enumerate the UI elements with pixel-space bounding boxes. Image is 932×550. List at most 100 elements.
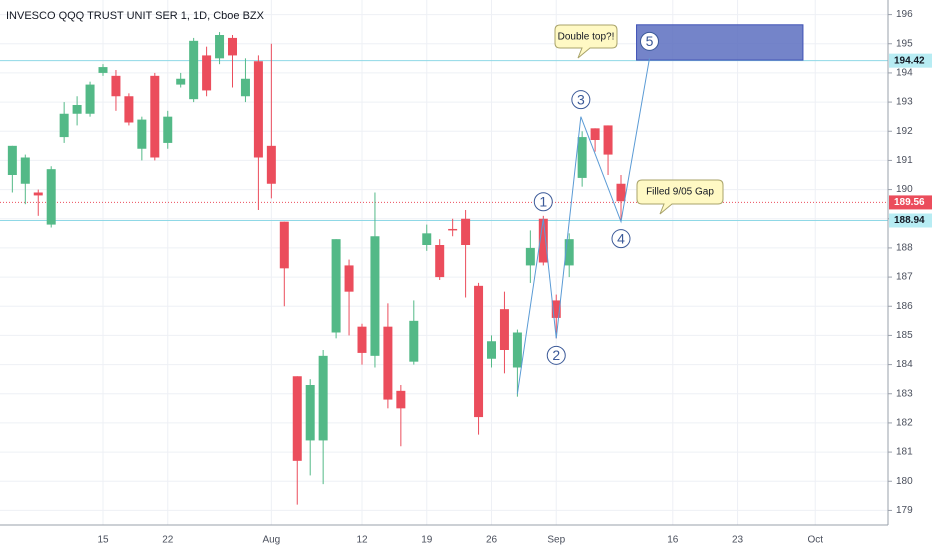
y-tick-label: 179 xyxy=(896,505,913,516)
candle-body xyxy=(461,218,471,245)
candle-body xyxy=(590,128,600,140)
candle-body xyxy=(292,376,302,461)
candle-body xyxy=(228,37,237,56)
candle-body xyxy=(603,125,613,155)
price-label: 194.42 xyxy=(894,55,925,66)
y-tick-label: 192 xyxy=(896,126,913,137)
y-tick-label: 184 xyxy=(896,359,913,370)
callout-text: Double top?! xyxy=(558,32,615,43)
callout-bubble xyxy=(554,24,618,59)
chart-title: INVESCO QQQ TRUST UNIT SER 1, 1D, Cboe B… xyxy=(6,10,265,22)
x-tick-label: Sep xyxy=(547,535,565,546)
target-box xyxy=(636,24,804,61)
candle-body xyxy=(331,239,341,333)
y-tick-label: 183 xyxy=(896,388,913,399)
x-tick-label: 15 xyxy=(97,535,109,546)
candle-body xyxy=(409,320,419,362)
x-tick-label: 26 xyxy=(486,535,498,546)
candle-body xyxy=(435,245,445,278)
candle-body xyxy=(396,390,406,409)
y-tick-label: 185 xyxy=(896,330,913,341)
candle-body xyxy=(124,96,134,123)
callout: Filled 9/05 Gap xyxy=(636,179,724,215)
x-tick-label: Aug xyxy=(262,535,280,546)
candle-body xyxy=(46,169,56,225)
x-tick-label: Oct xyxy=(807,535,823,546)
y-tick-label: 187 xyxy=(896,272,913,283)
y-tick-label: 182 xyxy=(896,418,913,429)
candle-body xyxy=(474,285,484,418)
candle-body xyxy=(564,239,574,266)
wave-label: 2 xyxy=(552,347,560,363)
candle-body xyxy=(305,385,315,441)
candle-body xyxy=(150,75,160,158)
wave-label: 4 xyxy=(617,230,625,246)
candle-body xyxy=(370,236,380,356)
wave-marker xyxy=(546,345,566,365)
y-tick-label: 188 xyxy=(896,243,913,254)
x-tick-label: 19 xyxy=(421,535,433,546)
wave-label: 1 xyxy=(539,193,547,209)
candle-body xyxy=(487,341,496,359)
candle-body xyxy=(202,55,212,91)
candle-body xyxy=(85,84,95,114)
candle-body xyxy=(448,228,458,231)
wave-label: 5 xyxy=(646,33,654,49)
x-tick-label: 12 xyxy=(356,535,368,546)
x-tick-label: 23 xyxy=(732,535,744,546)
candle-body xyxy=(344,265,354,292)
plot xyxy=(0,24,888,505)
candle-body xyxy=(577,137,587,178)
price-label: 188.94 xyxy=(894,215,925,226)
candle-body xyxy=(176,78,186,85)
candle-body xyxy=(266,145,276,184)
y-tick-label: 193 xyxy=(896,97,913,108)
wave-line xyxy=(516,58,650,394)
candle-body xyxy=(59,113,69,138)
candle-body xyxy=(98,67,108,73)
y-tick-label: 194 xyxy=(896,68,913,79)
price-label: 189.56 xyxy=(894,197,925,208)
y-tick-label: 181 xyxy=(896,447,913,458)
wave-marker xyxy=(533,192,553,212)
y-tick-label: 195 xyxy=(896,38,913,49)
candle-body xyxy=(215,35,225,59)
wave-marker xyxy=(611,229,631,249)
candle-body xyxy=(253,61,263,158)
y-tick-label: 196 xyxy=(896,9,913,20)
candle-body xyxy=(499,309,509,350)
y-tick-label: 190 xyxy=(896,184,913,195)
candle-body xyxy=(551,300,561,318)
candle-body xyxy=(20,157,30,184)
candle-body xyxy=(137,119,147,149)
candle-body xyxy=(383,326,393,400)
candle-body xyxy=(357,326,367,353)
candle-body xyxy=(279,221,289,269)
wave-label: 3 xyxy=(577,91,585,107)
callout-text: Filled 9/05 Gap xyxy=(646,187,714,198)
candle-body xyxy=(525,247,535,266)
price-label-box xyxy=(889,213,932,228)
x-tick-label: 16 xyxy=(667,535,679,546)
candle-body xyxy=(240,78,250,97)
price-label-box xyxy=(889,53,932,68)
candle-body xyxy=(72,105,82,114)
candle-body xyxy=(33,192,43,196)
candle-body xyxy=(512,332,522,368)
candle-body xyxy=(422,233,432,245)
candle-body xyxy=(538,218,548,263)
y-tick-label: 186 xyxy=(896,301,913,312)
callout-bubble xyxy=(636,179,724,215)
price-label-box xyxy=(889,195,932,210)
candle-body xyxy=(189,40,199,100)
y-tick-label: 180 xyxy=(896,476,913,487)
x-tick-label: 22 xyxy=(162,535,174,546)
wave-marker xyxy=(639,31,659,51)
callout: Double top?! xyxy=(554,24,618,59)
y-tick-label: 191 xyxy=(896,155,913,166)
candle-body xyxy=(7,145,17,175)
candle-body xyxy=(163,116,173,143)
wave-marker xyxy=(571,90,591,110)
candle-body xyxy=(111,75,121,97)
